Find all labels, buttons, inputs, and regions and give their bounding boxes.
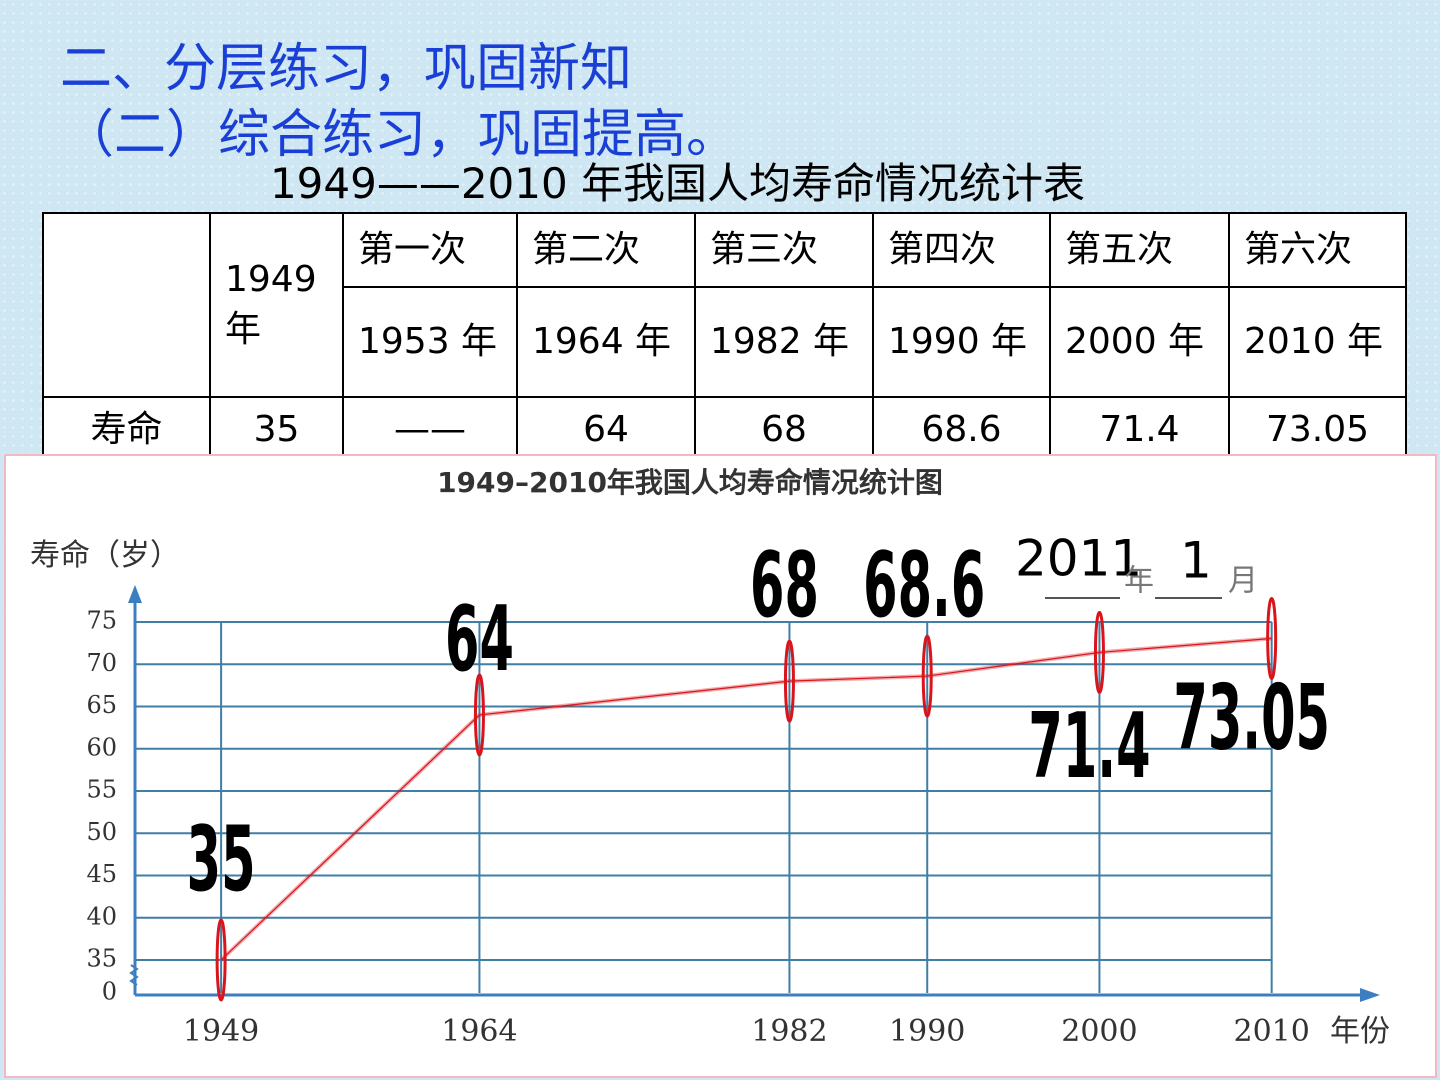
y-tick-label: 40 xyxy=(86,902,117,930)
data-label-group: 68.6 xyxy=(863,534,985,638)
cell: 64 xyxy=(516,396,696,463)
chart-title: 1949–2010年我国人均寿命情况统计图 xyxy=(437,466,943,499)
x-tick-label: 1949 xyxy=(183,1014,259,1049)
y-tick-label: 75 xyxy=(86,607,117,635)
y-tick-label: 0 xyxy=(102,978,117,1006)
cell: 1982 年 xyxy=(694,286,874,398)
cell: 第四次 xyxy=(872,212,1051,288)
subheading: （二）综合练习，巩固提高。 xyxy=(62,105,739,165)
x-tick-label: 2000 xyxy=(1061,1014,1137,1049)
axis-break xyxy=(129,964,139,986)
cell: 73.05 xyxy=(1228,396,1407,463)
x-tick-label: 2010 xyxy=(1233,1014,1309,1049)
cell: 1949 年 xyxy=(209,212,344,398)
cell: —— xyxy=(342,396,518,463)
x-axis-label: 年份 xyxy=(1330,1014,1390,1049)
cell: 第二次 xyxy=(516,212,696,288)
cell: 1964 年 xyxy=(516,286,696,398)
y-tick-label: 70 xyxy=(86,649,117,677)
data-label-group: 35 xyxy=(187,808,256,912)
point-ellipse xyxy=(1266,596,1278,680)
data-label-group: 64 xyxy=(445,588,514,692)
cell: 68.6 xyxy=(872,396,1051,463)
point-ellipse xyxy=(215,918,227,1002)
cell: 2000 年 xyxy=(1049,286,1230,398)
cell: 第一次 xyxy=(342,212,518,288)
cell: 68 xyxy=(694,396,874,463)
x-arrow xyxy=(1360,988,1380,1002)
cell: 71.4 xyxy=(1049,396,1230,463)
cell: 2010 年 xyxy=(1228,286,1407,398)
y-tick-label: 45 xyxy=(86,860,117,888)
data-label: 64 xyxy=(445,588,514,692)
y-axis-label: 寿命（岁） xyxy=(30,538,180,573)
date-note: 2011 年 1 月 xyxy=(1015,530,1258,599)
data-label-group: 71.4 xyxy=(1028,695,1150,799)
cell: 第六次 xyxy=(1228,212,1407,288)
y-tick-label: 55 xyxy=(86,776,117,804)
y-arrow xyxy=(128,585,142,603)
data-label: 68.6 xyxy=(863,534,985,638)
cell: 第三次 xyxy=(694,212,874,288)
x-tick-label: 1964 xyxy=(441,1014,517,1049)
table-title: 1949——2010 年我国人均寿命情况统计表 xyxy=(269,159,1086,208)
cell: 1953 年 xyxy=(342,286,518,398)
data-label: 35 xyxy=(187,808,256,912)
y-tick-label: 60 xyxy=(86,733,117,761)
cell: 35 xyxy=(209,396,344,463)
cell: 1990 年 xyxy=(872,286,1051,398)
cell: 寿命 xyxy=(42,396,211,463)
data-label: 68 xyxy=(750,534,819,638)
y-tick-label: 35 xyxy=(86,945,117,973)
table: 1949 年 第一次 第二次 第三次 第四次 第五次 第六次 1953 年 19… xyxy=(42,212,1407,463)
point-ellipse xyxy=(1093,610,1105,694)
point-ellipse xyxy=(473,673,485,757)
heading: 二、分层练习，巩固新知 xyxy=(60,39,633,99)
annotation-year: 2011 xyxy=(1015,530,1142,588)
y-tick-label: 65 xyxy=(86,691,117,719)
chart-panel xyxy=(4,454,1437,1078)
x-tick-label: 1990 xyxy=(889,1014,965,1049)
data-label-group: 68 xyxy=(750,534,819,638)
data-line xyxy=(219,636,1272,962)
data-label: 71.4 xyxy=(1028,695,1150,799)
data-label-group: 73.05 xyxy=(1173,666,1330,770)
x-tick-label: 1982 xyxy=(751,1014,827,1049)
point-ellipse xyxy=(921,634,933,718)
annotation-month: 1 xyxy=(1180,532,1212,590)
cell: 第五次 xyxy=(1049,212,1230,288)
y-tick-label: 50 xyxy=(86,818,117,846)
point-ellipse xyxy=(783,639,795,723)
data-line xyxy=(220,637,1272,961)
data-label: 73.05 xyxy=(1173,666,1330,770)
annotation-year-unit: 年 xyxy=(1124,564,1154,599)
blank-cell xyxy=(42,212,211,398)
annotation-month-unit: 月 xyxy=(1228,564,1258,599)
